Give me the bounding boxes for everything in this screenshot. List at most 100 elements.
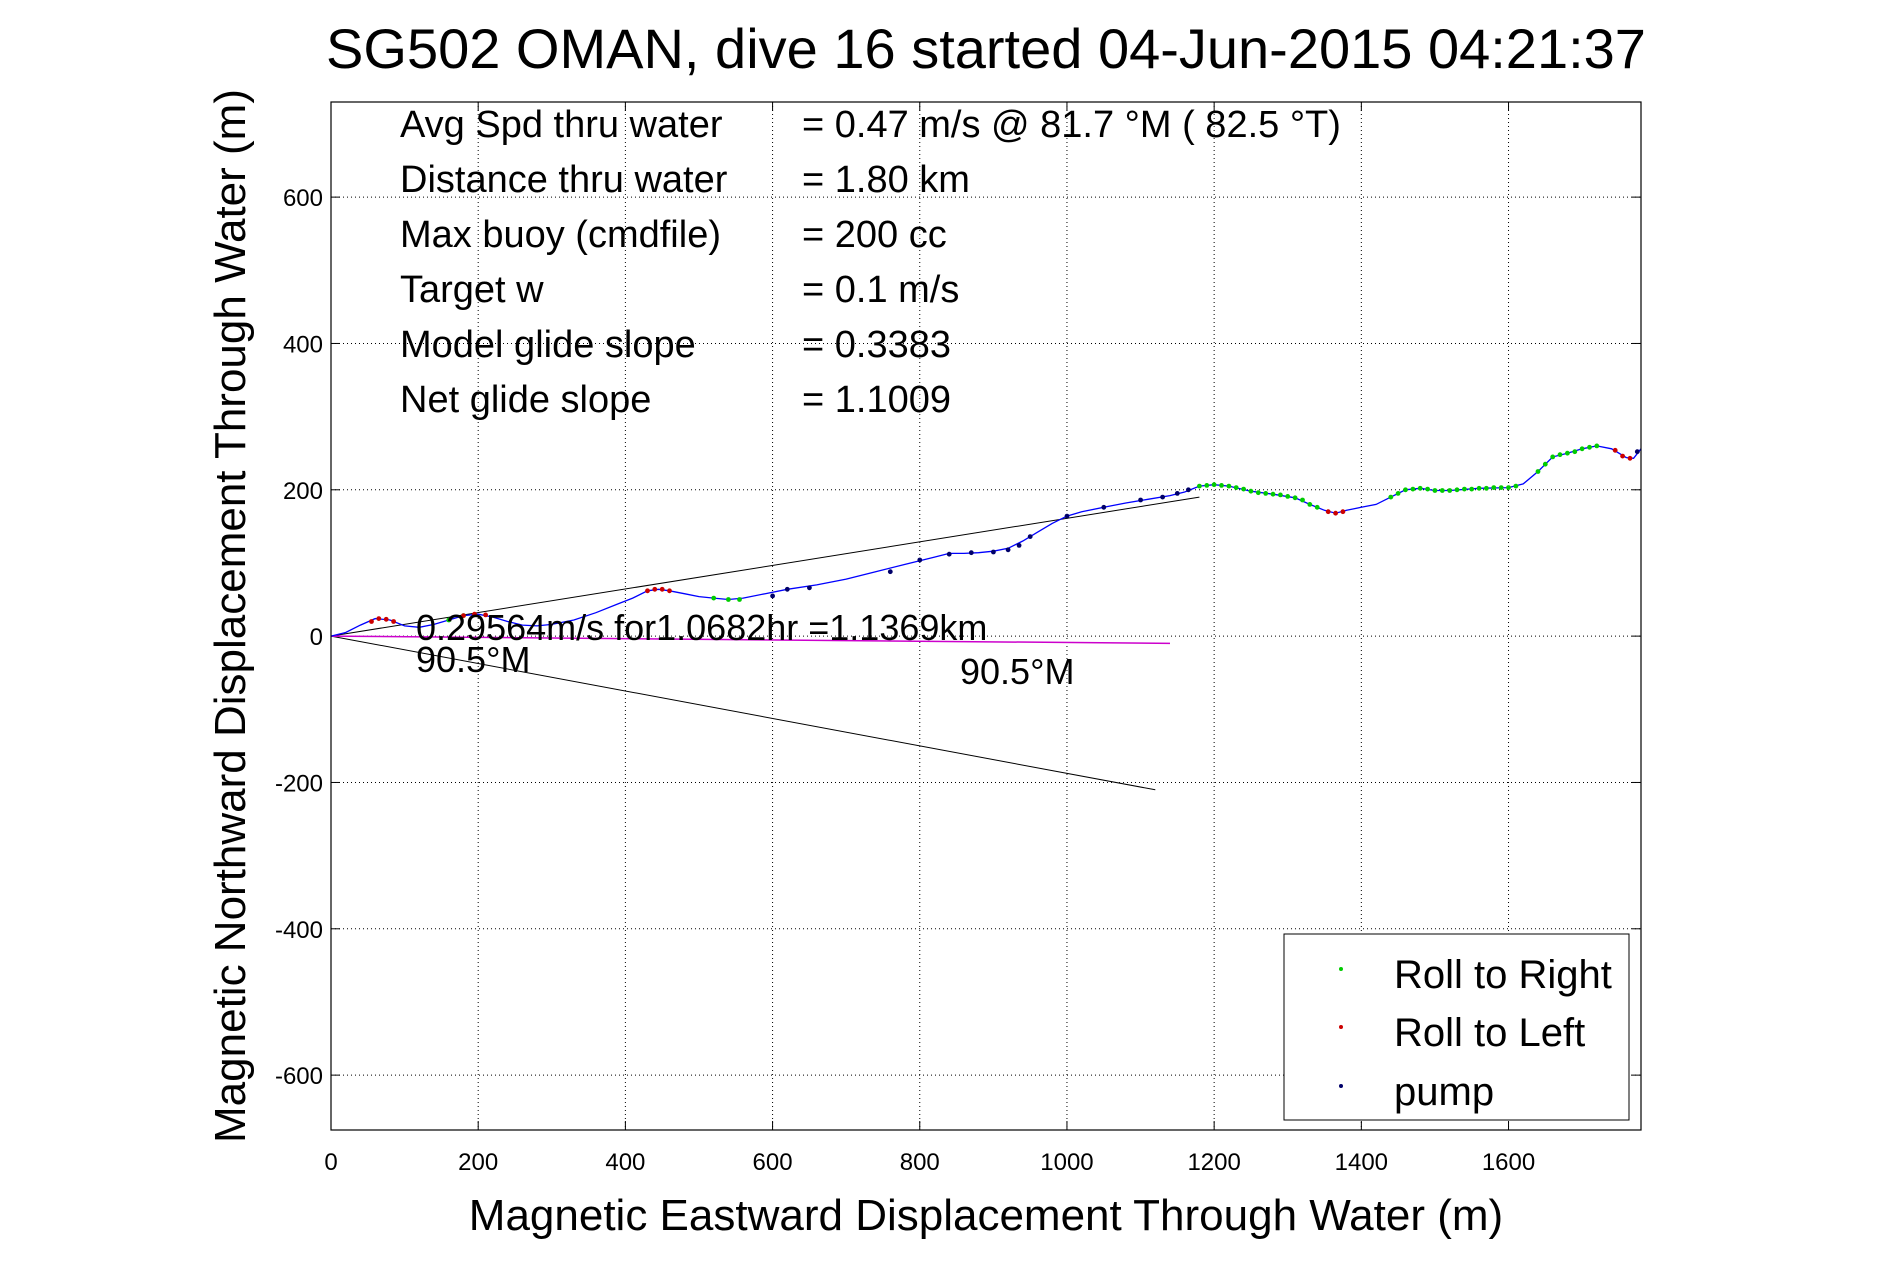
stat-label: Model glide slope [400, 324, 696, 366]
roll-to-right-point [1557, 452, 1563, 458]
roll-to-right-point [1395, 491, 1401, 496]
roll-to-left-point [659, 586, 665, 592]
roll-to-left-point [645, 588, 650, 594]
roll-to-right-point [1233, 485, 1239, 490]
roll-to-right-point [1410, 486, 1416, 492]
legend-marker-pump [1339, 1084, 1343, 1088]
roll-to-right-point [1454, 487, 1460, 493]
roll-to-right-point [1513, 483, 1519, 489]
roll-to-left-point [376, 616, 382, 621]
legend-label-roll-left: Roll to Left [1394, 1011, 1585, 1055]
y-tick-label: -600 [275, 1063, 323, 1090]
stat-value: = 0.1 m/s [802, 269, 959, 311]
roll-to-right-point [1542, 461, 1548, 467]
x-tick-label: 1000 [1040, 1149, 1093, 1176]
roll-to-left-point [1333, 510, 1338, 516]
roll-to-right-point [1506, 485, 1511, 490]
pump-point [991, 549, 996, 555]
stat-value: = 0.3383 [802, 324, 951, 366]
roll-to-right-point [1204, 483, 1210, 488]
roll-to-right-point [1388, 494, 1394, 500]
stat-value: = 200 cc [802, 214, 947, 256]
stat-label: Max buoy (cmdfile) [400, 214, 721, 256]
roll-to-left-point [461, 613, 466, 618]
roll-to-right-point [1469, 486, 1475, 492]
series-roll-to-right [446, 443, 1600, 623]
roll-to-right-point [1219, 483, 1224, 488]
stat-label: Distance thru water [400, 159, 728, 201]
pump-point [1101, 504, 1107, 510]
roll-to-left-point [391, 619, 396, 624]
roll-to-right-point [1226, 483, 1232, 489]
roll-to-right-point [711, 595, 717, 601]
x-tick-label: 400 [605, 1149, 645, 1176]
roll-to-right-point [1579, 446, 1585, 452]
stat-value: = 1.1009 [802, 379, 951, 421]
series-roll-to-left [369, 447, 1633, 624]
roll-to-right-point [1491, 485, 1497, 490]
x-axis-ticks: 0 200 400 600 800 1000 1200 1400 1600 [324, 102, 1535, 1176]
pump-point [1160, 494, 1165, 500]
heading-start-annotation: 90.5°M [416, 639, 530, 680]
series-pump [770, 449, 1640, 599]
roll-to-left-point [1620, 453, 1625, 459]
pump-point [887, 569, 893, 575]
pump-point [968, 550, 974, 556]
plot-frame [330, 101, 1642, 1131]
x-tick-label: 200 [458, 1149, 498, 1176]
roll-to-right-point [1417, 485, 1423, 491]
roll-to-left-point [369, 619, 374, 624]
heading-end-annotation: 90.5°M [960, 651, 1074, 692]
roll-to-right-point [1263, 491, 1269, 496]
roll-to-right-point [1211, 482, 1217, 488]
roll-to-right-point [1498, 485, 1504, 490]
y-axis-title: Magnetic Northward Displacement Through … [206, 89, 255, 1143]
stats-block: Avg Spd thru water = 0.47 m/s @ 81.7 °M (… [400, 104, 1341, 421]
roll-to-left-point [383, 616, 389, 622]
annotations: 0.29564m/s for1.0682hr =1.1369km 90.5°M … [416, 607, 1074, 692]
roll-to-left-point [1340, 509, 1346, 515]
stat-value: = 0.47 m/s @ 81.7 °M ( 82.5 °T) [802, 104, 1341, 146]
x-tick-label: 600 [753, 1149, 793, 1176]
roll-to-right-point [1292, 495, 1298, 501]
roll-to-right-point [1248, 488, 1254, 494]
roll-to-right-point [1314, 504, 1320, 510]
roll-to-right-point [1439, 488, 1445, 493]
roll-to-right-point [1270, 491, 1276, 497]
roll-to-right-point [1255, 490, 1261, 496]
chart-title: SG502 OMAN, dive 16 started 04-Jun-2015 … [326, 17, 1646, 80]
roll-to-right-point [1550, 454, 1556, 460]
current-annotation: 0.29564m/s for1.0682hr =1.1369km [416, 607, 987, 648]
pump-point [784, 586, 790, 592]
track-marks [330, 443, 1642, 637]
y-tick-label: -200 [275, 770, 323, 797]
pump-point [1634, 449, 1640, 455]
x-tick-label: 800 [900, 1149, 940, 1176]
roll-to-right-point [1425, 486, 1430, 492]
stat-label: Target w [400, 269, 544, 311]
roll-to-left-point [1325, 509, 1331, 515]
roll-to-right-point [737, 597, 742, 602]
roll-to-right-point [1241, 486, 1246, 492]
x-tick-label: 1200 [1187, 1149, 1240, 1176]
roll-to-right-point [1572, 449, 1578, 455]
stat-value: = 1.80 km [802, 159, 970, 201]
envelope-lower-line [330, 635, 1156, 791]
x-tick-label: 1600 [1482, 1149, 1535, 1176]
roll-to-right-point [1535, 469, 1541, 474]
roll-to-right-point [1403, 487, 1408, 493]
pump-point [807, 585, 812, 591]
roll-to-right-point [1447, 488, 1453, 493]
pump-point [917, 557, 923, 563]
roll-to-right-point [1476, 485, 1482, 491]
roll-to-right-point [726, 597, 731, 602]
y-tick-label: -400 [275, 917, 323, 944]
pump-point [1016, 543, 1022, 548]
pump-point [1027, 534, 1033, 539]
y-axis-ticks: -600 -400 -200 0 200 400 600 [275, 185, 1641, 1090]
roll-to-right-point [1197, 483, 1202, 489]
current-line [330, 635, 1171, 645]
roll-to-right-point [1300, 497, 1305, 503]
y-tick-label: 0 [310, 624, 323, 651]
